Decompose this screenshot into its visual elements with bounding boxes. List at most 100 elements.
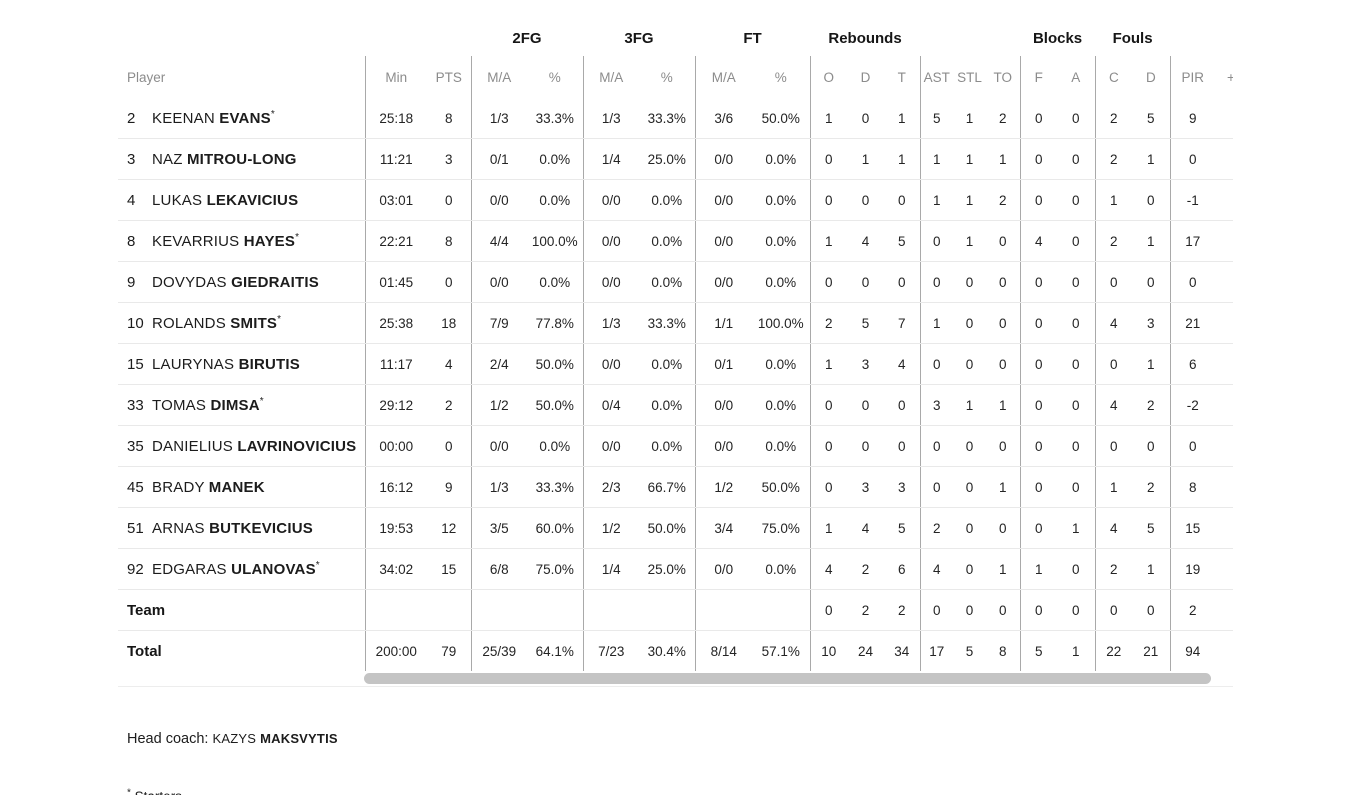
stat-ft-pct: 57.1%	[761, 643, 800, 659]
stat-ast: 1	[919, 179, 954, 221]
col-header-2fg-pct: %	[548, 69, 561, 85]
starter-asterisk: *	[277, 313, 282, 325]
team-row: Team 0 2 2 0 0 0 0 0 0 0 2	[118, 589, 1233, 631]
stat-fg2-pct: 0.0%	[527, 138, 583, 180]
stat-pts: 2	[427, 384, 471, 426]
stat-fg3-pct: 30.4%	[647, 643, 686, 659]
player-row: 35 DANIELIUS LAVRINOVICIUS 00:00 0 0/0 0.0% 0/…	[118, 425, 1233, 467]
stat-reb-o: 1	[809, 343, 848, 385]
col-header-ast: AST	[919, 56, 954, 98]
stat-blk-a: 0	[1057, 466, 1096, 508]
stat-pts: 15	[427, 548, 471, 590]
stat-fg2-pct: 0.0%	[527, 179, 583, 221]
stat-to: 0	[986, 343, 1021, 385]
player-cell: 15 LAURYNAS BIRUTIS	[118, 343, 365, 385]
player-row: 2 KEENAN EVANS* 25:18 8 1/3 33.3% 1/3 33.3% 3/6 5…	[118, 98, 1233, 139]
player-cell: 9 DOVYDAS GIEDRAITIS	[118, 261, 365, 303]
stat-blk-a: 0	[1057, 179, 1096, 221]
stat-fg2-pct: 60.0%	[527, 507, 583, 549]
stat-reb-t: 6	[884, 548, 921, 590]
coach-first-name: KAZYS	[212, 731, 257, 746]
stat-ft-pct: 0.0%	[752, 179, 811, 221]
player-last-name: BIRUTIS	[238, 355, 300, 373]
player-first-name: ARNAS	[152, 519, 210, 537]
stat-blk-f: 0	[1019, 302, 1058, 344]
stat-ft-pct: 75.0%	[752, 507, 811, 549]
player-first-name: NAZ	[152, 150, 187, 168]
stat-min: 11:17	[364, 343, 427, 385]
stat-fg2-pct: 75.0%	[527, 548, 583, 590]
stats-table-container: 2FG 3FG FT Rebounds Blocks Fouls Player …	[118, 20, 1233, 687]
stat-reb-o: 0	[809, 589, 848, 631]
stat-stl: 0	[953, 425, 987, 467]
player-cell: 33 TOMAS DIMSA*	[118, 384, 365, 426]
stat-ft-ma: 3/4	[694, 507, 752, 549]
stat-reb-o: 4	[809, 548, 848, 590]
stat-foul-d: 5	[1132, 507, 1171, 549]
head-coach-line: Head coach: KAZYS MAKSVYTIS	[118, 731, 1350, 747]
stat-foul-c: 0	[1094, 343, 1133, 385]
stat-fg2-ma: 1/3	[470, 98, 527, 139]
player-last-name: HAYES	[243, 232, 296, 250]
stat-fg2-ma: 0/0	[470, 425, 527, 467]
stat-to: 0	[986, 261, 1021, 303]
stat-fg3-ma: 1/2	[582, 507, 639, 549]
stat-fg3-ma: 1/4	[582, 138, 639, 180]
player-cell: 8 KEVARRIUS HAYES*	[118, 220, 365, 262]
player-first-name: BRADY	[152, 478, 209, 496]
stat-pir: 9	[1169, 98, 1216, 139]
stat-foul-c: 4	[1094, 302, 1133, 344]
stat-foul-c: 0	[1094, 261, 1133, 303]
player-last-name: EVANS	[219, 109, 271, 127]
column-header-row: Player Min PTS M/A % M/A % M/A % O D T A…	[118, 56, 1233, 98]
row-label-cell: Team	[118, 589, 365, 631]
stat-ast: 1	[919, 138, 954, 180]
stat-reb-o: 1	[809, 507, 848, 549]
stat-stl: 1	[953, 98, 987, 139]
stat-ft-pct: 0.0%	[752, 138, 811, 180]
stat-foul-c: 22	[1094, 630, 1133, 671]
stat-foul-d: 0	[1132, 425, 1171, 467]
coach-last-name: MAKSVYTIS	[260, 731, 338, 746]
stat-reb-t: 7	[884, 302, 921, 344]
player-cell: 10 ROLANDS SMITS*	[118, 302, 365, 344]
starter-asterisk: *	[315, 559, 320, 571]
stat-reb-t: 1	[884, 138, 921, 180]
stat-reb-d: 0	[847, 261, 885, 303]
stat-fg3-pct: 50.0%	[639, 507, 695, 549]
player-number: 9	[127, 273, 136, 291]
stat-reb-t: 0	[884, 425, 921, 467]
stat-pts	[427, 589, 471, 631]
player-first-name: LUKAS	[152, 191, 207, 209]
stat-pir: 19	[1169, 548, 1216, 590]
stat-plus-minus	[1215, 98, 1233, 139]
stat-stl: 0	[953, 343, 987, 385]
col-header-blk-f: F	[1019, 56, 1058, 98]
stat-ast: 0	[919, 589, 954, 631]
stat-stl: 1	[953, 179, 987, 221]
stat-plus-minus	[1215, 631, 1233, 672]
stat-ft-pct: 0.0%	[752, 261, 811, 303]
stat-fg3-pct: 0.0%	[639, 384, 695, 426]
horizontal-scrollbar-thumb[interactable]	[364, 673, 1211, 684]
col-header-blk-a: A	[1071, 69, 1081, 85]
col-header-2fg-ma: M/A	[470, 56, 527, 98]
stat-fg2-ma	[470, 589, 527, 631]
stat-reb-t: 0	[884, 384, 921, 426]
starter-asterisk: *	[270, 108, 275, 120]
stat-pts: 0	[427, 425, 471, 467]
stat-plus-minus	[1215, 384, 1233, 426]
stat-fg3-pct: 0.0%	[639, 343, 695, 385]
player-number: 51	[127, 519, 144, 537]
player-row: 15 LAURYNAS BIRUTIS 11:17 4 2/4 50.0% 0/0 0.0% 0…	[118, 343, 1233, 385]
stat-blk-f: 0	[1019, 589, 1058, 631]
stat-fg2-ma: 6/8	[470, 548, 527, 590]
stat-plus-minus	[1215, 261, 1233, 303]
stat-foul-d: 1	[1132, 343, 1171, 385]
stat-reb-t: 4	[884, 343, 921, 385]
stat-foul-d: 0	[1132, 589, 1171, 631]
stat-blk-f: 0	[1019, 261, 1058, 303]
stat-fg2-ma: 0/0	[470, 261, 527, 303]
stat-fg2-ma: 7/9	[470, 302, 527, 344]
stat-fg2-pct: 0.0%	[527, 261, 583, 303]
